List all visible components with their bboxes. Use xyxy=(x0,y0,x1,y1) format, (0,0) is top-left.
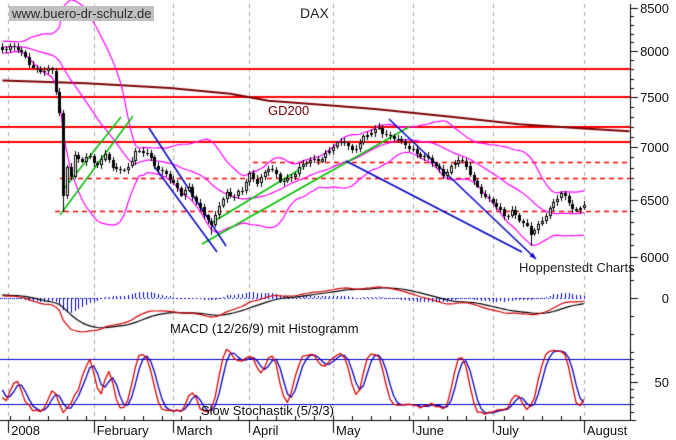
price-tick-label: 7000 xyxy=(640,139,669,155)
month-label: July xyxy=(495,423,519,438)
price-tick-label: 8500 xyxy=(640,1,669,16)
stoch-mid-label: 50 xyxy=(654,374,669,390)
month-label: June xyxy=(415,423,444,438)
price-tick-label: 8000 xyxy=(640,44,669,60)
watermark: www.buero-dr-schulz.de xyxy=(9,6,155,21)
price-tick-label: 6000 xyxy=(640,250,669,265)
month-label: April xyxy=(252,423,279,438)
month-label: February xyxy=(96,423,149,438)
month-label: 2008 xyxy=(11,423,41,438)
month-label: August xyxy=(586,423,628,438)
branding-label: Hoppenstedt Charts xyxy=(519,260,635,275)
price-tick-label: 6500 xyxy=(640,192,669,208)
macd-zero-label: 0 xyxy=(661,291,669,306)
gd200-label: GD200 xyxy=(268,103,310,118)
month-label: May xyxy=(336,423,361,438)
stoch-label: Slow Stochastik (5/3/3) xyxy=(201,403,334,418)
price-tick-label: 7500 xyxy=(640,90,669,106)
macd-label: MACD (12/26/9) mit Histogramm xyxy=(170,321,359,336)
chart-title: DAX xyxy=(300,5,329,21)
month-label: March xyxy=(176,423,213,438)
